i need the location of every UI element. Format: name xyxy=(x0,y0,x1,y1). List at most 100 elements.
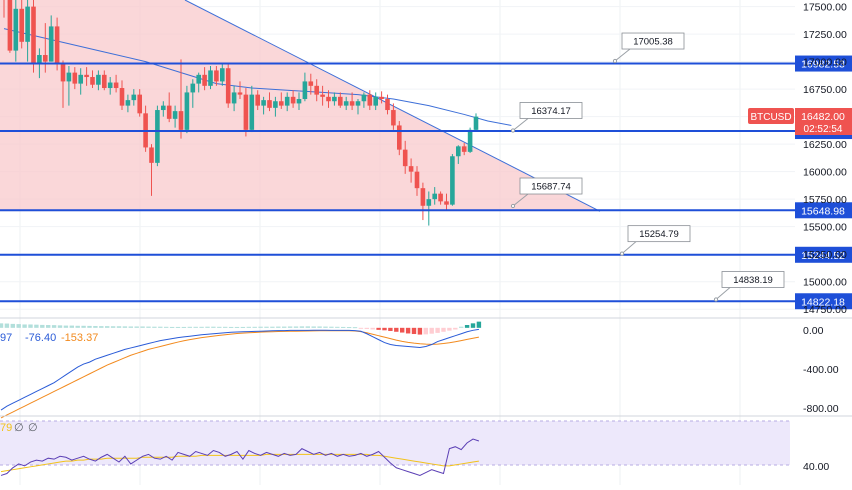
candle-body-21 xyxy=(125,100,131,106)
candle-body-4 xyxy=(25,6,30,42)
macd-hist-2 xyxy=(10,323,15,328)
macd-hist-63 xyxy=(370,327,375,330)
macd-hist-55 xyxy=(323,326,328,328)
candle-body-48 xyxy=(284,96,290,106)
candle-body-26 xyxy=(155,110,160,163)
callout-box-1 xyxy=(519,102,583,119)
callout-pointer-2 xyxy=(512,193,529,207)
candle-body-19 xyxy=(113,82,119,89)
candle-body-29 xyxy=(172,111,178,119)
macd-hist-51 xyxy=(299,326,305,328)
candle-body-75 xyxy=(444,201,449,205)
macd-hist-42 xyxy=(246,326,251,328)
level-tag-4: 14822.18 xyxy=(801,296,845,308)
level-tag-3: 15244.52 xyxy=(801,250,845,262)
candle-body-59 xyxy=(349,101,355,106)
candle-body-71 xyxy=(420,188,426,206)
callout-label-2: 15687.74 xyxy=(531,182,571,193)
rsi-label-0: 79 xyxy=(0,422,12,434)
candle-body-1 xyxy=(7,0,13,51)
macd-hist-29 xyxy=(169,326,175,328)
candle-body-45 xyxy=(267,100,272,108)
candle-body-11 xyxy=(66,72,72,82)
trend-channel xyxy=(0,0,601,212)
macd-hist-54 xyxy=(317,326,322,328)
candle-body-38 xyxy=(225,68,231,104)
candle-body-25 xyxy=(149,147,154,163)
macd-hist-15 xyxy=(87,325,92,328)
macd-hist-40 xyxy=(234,326,240,328)
candle-body-77 xyxy=(456,146,461,157)
macd-hist-32 xyxy=(187,326,192,328)
candle-body-58 xyxy=(343,101,349,106)
price-tick-5: 16250.00 xyxy=(803,139,847,151)
macd-hist-71 xyxy=(417,327,423,335)
candle-body-68 xyxy=(402,149,408,167)
candle-body-67 xyxy=(397,125,402,150)
macd-hist-74 xyxy=(435,327,440,333)
price-tick-3: 16750.00 xyxy=(803,84,847,96)
macd-hist-0 xyxy=(0,323,4,328)
candle-body-78 xyxy=(461,146,467,152)
macd-label-1: -76.40 xyxy=(25,332,56,344)
macd-hist-60 xyxy=(352,327,358,329)
candle-body-63 xyxy=(373,96,378,106)
callout-box-4 xyxy=(721,271,785,288)
price-tick-11: 14750.00 xyxy=(803,304,847,316)
macd-hist-3 xyxy=(16,324,21,328)
callout-pointer-4 xyxy=(715,287,731,300)
callout-pointer-0 xyxy=(614,48,631,62)
candle-body-17 xyxy=(102,74,107,89)
candle-body-51 xyxy=(302,81,308,100)
candle-body-35 xyxy=(208,70,213,86)
macd-hist-17 xyxy=(99,326,104,328)
macd-pane: 97 -76.40 -153.37 0.00 -400.00 -800.00 xyxy=(0,317,852,419)
candle-body-34 xyxy=(202,74,207,86)
macd-hist-43 xyxy=(252,326,257,328)
candle-body-70 xyxy=(414,171,420,189)
macd-hist-22 xyxy=(128,326,133,328)
candle-body-60 xyxy=(355,101,361,106)
price-tick-9: 15250.00 xyxy=(803,249,847,261)
candle-body-50 xyxy=(296,99,302,104)
level-tag-bg-4 xyxy=(795,293,852,310)
callout-anchor-1 xyxy=(510,128,516,133)
callout-anchor-4 xyxy=(713,297,719,302)
candle-body-80 xyxy=(473,116,479,130)
moving-average-line xyxy=(3,28,512,126)
macd-hist-58 xyxy=(341,326,346,328)
moving-average xyxy=(3,28,512,126)
macd-hist-44 xyxy=(258,326,263,328)
macd-hist-28 xyxy=(164,326,169,328)
candle-body-74 xyxy=(438,193,443,202)
candle-body-66 xyxy=(391,110,396,126)
candle-body-2 xyxy=(13,8,19,51)
macd-hist-69 xyxy=(405,327,411,334)
macd-hist-19 xyxy=(110,326,116,328)
price-tick-0: 17500.00 xyxy=(803,2,847,14)
candle-body-43 xyxy=(255,94,260,106)
macd-hist-62 xyxy=(364,327,369,329)
macd-hist-38 xyxy=(223,326,228,328)
candle-body-54 xyxy=(320,94,325,97)
price-tick-6: 16000.00 xyxy=(803,167,847,179)
candle-body-39 xyxy=(231,92,237,104)
candle-body-65 xyxy=(385,99,390,111)
candle-body-13 xyxy=(78,74,83,84)
candle-body-27 xyxy=(161,105,166,111)
macd-hist-78 xyxy=(459,326,464,328)
candle-body-64 xyxy=(379,96,384,100)
callout-pointer-3 xyxy=(621,241,637,255)
candle-body-31 xyxy=(184,92,190,130)
symbol-tag: BTCUSD xyxy=(750,112,791,123)
macd-hist-76 xyxy=(447,327,452,331)
callout-label-1: 16374.17 xyxy=(531,106,571,117)
candle-body-3 xyxy=(19,8,24,42)
price-tick-10: 15000.00 xyxy=(803,277,847,289)
level-tag-0: 16982.53 xyxy=(801,59,845,71)
macd-hist-56 xyxy=(329,326,334,328)
macd-hist-21 xyxy=(122,326,128,328)
candle-body-56 xyxy=(332,96,337,102)
